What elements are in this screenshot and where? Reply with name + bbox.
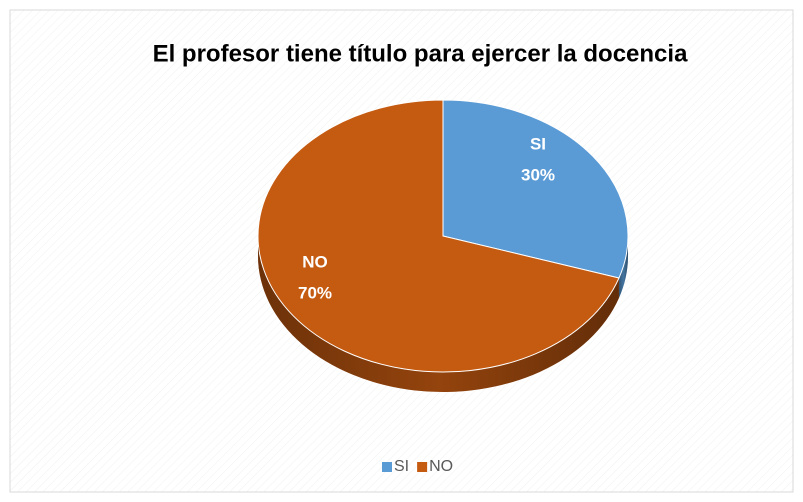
slice (257, 99, 620, 373)
slice (442, 99, 629, 279)
data-label-value: 30% (521, 165, 555, 184)
data-label-value: 70% (298, 283, 332, 302)
legend-label: SI (394, 458, 409, 475)
legend-label: NO (429, 458, 453, 475)
legend-swatch (417, 462, 428, 472)
chart-title: El profesor tiene título para ejercer la… (153, 40, 688, 67)
legend-swatch (382, 462, 392, 472)
data-label-name: SI (530, 134, 546, 153)
data-label-name: NO (302, 252, 328, 271)
